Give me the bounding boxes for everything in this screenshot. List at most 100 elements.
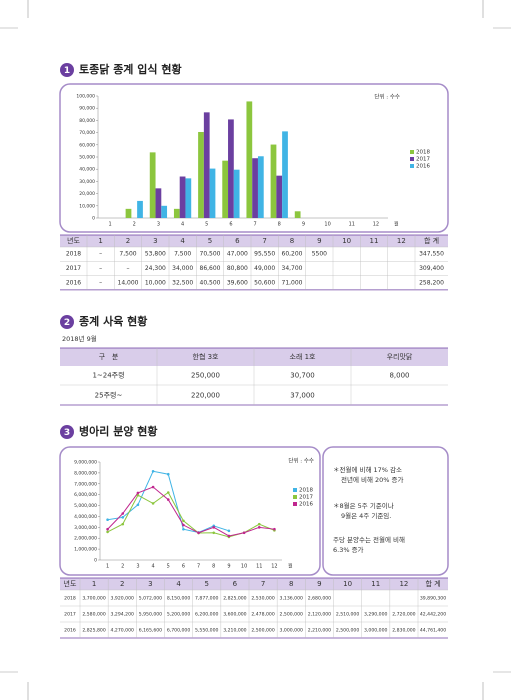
x-tick-label: 11 [349,222,355,228]
table-header: 6 [233,580,238,588]
table-header: 년도 [64,579,77,588]
x-axis-unit: 월 [394,221,399,228]
section-badge [60,315,74,329]
table-cell: 5,550,000 [195,628,218,634]
point [212,526,216,529]
point [197,531,200,535]
row-total: 347,550 [419,251,444,258]
table-cell: 32,500 [172,279,193,286]
x-tick-label: 6 [229,222,232,228]
x-tick-label: 8 [278,222,281,228]
y-tick-label: 7,000,000 [74,481,97,487]
note-line: 6.3% 증가 [333,545,364,554]
table-cell: 8,150,000 [167,596,190,602]
bar [233,169,240,218]
note-line: 전년에 비해 20% 증가 [341,475,404,484]
x-tick-label: 9 [302,222,305,228]
bar [203,112,210,218]
point [227,529,231,533]
table-cell: 3,700,000 [82,596,105,602]
table-header: 2 [126,237,130,245]
point [151,485,155,489]
table-cell: – [99,265,102,272]
bar [246,101,253,218]
table-cell: 71,000 [282,279,303,286]
x-axis-unit: 월 [288,563,293,570]
y-tick-label: 100,000 [76,94,95,100]
table-header: 9 [317,237,321,245]
bar [222,160,229,218]
table-cell: 7,500 [119,251,136,258]
y-tick-label: 0 [92,216,95,222]
bar [270,144,277,218]
table-cell: 50,600 [254,279,275,286]
y-tick-label: 90,000 [79,106,95,112]
table-cell: 8,000 [389,372,409,380]
table-cell: 6,165,600 [139,628,162,634]
y-tick-label: 60,000 [79,142,95,148]
y-tick-label: 2,000,000 [74,536,97,542]
table-header: 한협 3호 [193,352,220,361]
table-header: 구 분 [99,353,119,361]
row-total: 39,890,300 [420,596,446,602]
bar [252,158,258,218]
table-cell: 5,950,000 [139,612,162,618]
row-year: 2016 [64,628,76,634]
bar [276,175,283,218]
y-tick-label: 8,000,000 [74,470,97,476]
table-header: 4 [180,237,185,245]
table-header: 11 [371,580,380,588]
section-title: 종계 사육 현황 [79,314,147,328]
point [182,527,185,531]
bar [257,156,264,218]
table-cell: 5,200,000 [167,612,190,618]
note-line: ＊8월은 5주 기준이나 [333,501,394,510]
x-tick-label: 5 [167,564,170,570]
table-cell: 3,000,000 [364,628,387,634]
note-line: ＊전월에 비해 17% 감소 [333,465,402,474]
table-cell: – [99,251,102,258]
legend-swatch [293,502,297,506]
table-header: 11 [370,237,379,245]
table-header: 7 [262,237,266,245]
table-header-bg [60,235,448,247]
table-cell: 1~24주령 [92,372,124,380]
note-line: 주당 분양수는 전월에 비해 [333,535,405,544]
point [166,498,170,501]
table-cell: 70,500 [200,251,221,258]
x-tick-label: 10 [241,564,247,570]
legend-swatch [293,488,297,492]
table-header: 12 [399,580,408,588]
table-cell: 3,290,000 [364,612,387,618]
table-cell: 2,530,000 [251,596,274,602]
bar [228,119,234,218]
point [106,530,109,534]
table-cell: 37,000 [290,392,315,400]
legend-swatch [293,495,297,499]
table-cell: 2,825,800 [82,628,105,634]
point [151,469,155,473]
section-badge [60,425,74,439]
table-header: 1 [98,237,102,245]
table-header-bg [60,578,448,590]
bar [149,152,156,218]
point [182,519,185,523]
table-cell: 47,000 [227,251,248,258]
row-total: 44,761,400 [420,628,446,634]
point [242,531,246,535]
table-cell: 34,000 [172,265,193,272]
y-tick-label: 5,000,000 [74,503,97,509]
table-cell: 2,680,000 [308,596,331,602]
table-header: 1 [92,580,96,588]
point [257,522,261,526]
row-total: 258,200 [419,279,444,286]
y-tick-label: 20,000 [79,191,95,197]
legend-swatch [410,150,414,154]
note-line: 9월은 4주 기준임. [341,511,391,520]
x-tick-label: 8 [212,564,215,570]
table-cell: 3,294,200 [111,612,134,618]
table-header: 우리맛닭 [387,352,413,361]
table-header: 10 [342,237,351,245]
section-number: 1 [64,66,70,76]
bar [173,208,180,218]
